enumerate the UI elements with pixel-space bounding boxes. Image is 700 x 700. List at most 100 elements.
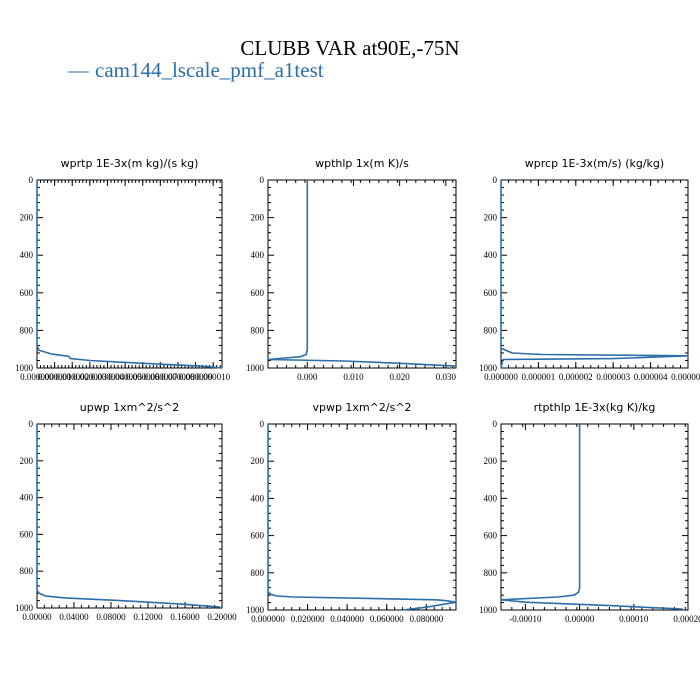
- series-line: [267, 424, 457, 611]
- y-tick-label: 0: [29, 419, 34, 429]
- x-tick-label: 0.000009: [179, 372, 213, 382]
- y-tick-label: 400: [251, 250, 265, 260]
- y-tick-label: 600: [20, 529, 34, 539]
- chart-panel: rtpthlp 1E-3x(kg K)/kg 0 200 400 600 800 1000 -…: [479, 401, 700, 624]
- panel-title: upwp 1xm^2/s^2: [80, 401, 180, 414]
- x-tick-label: 0.000008: [161, 372, 195, 382]
- y-tick-label: 600: [484, 531, 498, 541]
- x-tick-label: 0.010: [343, 372, 364, 382]
- panel-title: rtpthlp 1E-3x(kg K)/kg: [534, 401, 656, 414]
- x-tick-label: 0.00020: [673, 614, 700, 624]
- x-tick-label: 0.12000: [133, 612, 163, 622]
- x-tick-label: 0.20000: [207, 612, 237, 622]
- y-tick-label: 400: [20, 250, 34, 260]
- y-tick-label: 400: [484, 493, 498, 503]
- panel-title: wprtp 1E-3x(m kg)/(s kg): [61, 157, 199, 170]
- panel-title: wprcp 1E-3x(m/s) (kg/kg): [525, 157, 664, 170]
- y-tick-label: 1000: [246, 605, 265, 615]
- x-tick-label: 0.00000: [565, 614, 595, 624]
- x-tick-label: 0.000002: [559, 372, 593, 382]
- chart-panel: wprcp 1E-3x(m/s) (kg/kg) 0 200 400 600 800 100…: [479, 157, 700, 382]
- y-tick-label: 1000: [479, 605, 498, 615]
- y-tick-label: 1000: [15, 363, 34, 373]
- series-line: [500, 424, 683, 610]
- x-tick-label: 0.000005: [671, 372, 700, 382]
- y-tick-label: 400: [484, 250, 498, 260]
- figure-title: CLUBB VAR at90E,-75N: [240, 36, 460, 60]
- plot-frame: [36, 423, 223, 609]
- y-tick-label: 800: [484, 568, 498, 578]
- x-tick-label: 0.000000: [20, 372, 54, 382]
- y-tick-label: 0: [260, 419, 265, 429]
- series-line: [36, 424, 221, 608]
- x-tick-label: 0.000006: [126, 372, 160, 382]
- x-tick-label: 0.020: [390, 372, 411, 382]
- y-tick-label: 400: [251, 493, 265, 503]
- y-tick-label: 800: [251, 568, 265, 578]
- panel-title: wpthlp 1x(m K)/s: [315, 157, 409, 170]
- y-tick-label: 200: [484, 213, 498, 223]
- y-tick-label: 0: [260, 175, 265, 185]
- legend-line-swatch: —: [68, 58, 89, 82]
- chart-panel: wpthlp 1x(m K)/s 0 200 400 600 800 1000 0.000 0.…: [246, 157, 457, 382]
- y-tick-label: 0: [29, 175, 34, 185]
- x-tick-label: 0.00010: [619, 614, 649, 624]
- y-tick-label: 600: [251, 288, 265, 298]
- plot-frame: [267, 179, 457, 369]
- x-tick-label: 0.000000: [484, 372, 518, 382]
- x-tick-label: 0.04000: [59, 612, 89, 622]
- y-tick-label: 800: [20, 325, 34, 335]
- y-tick-label: 1000: [246, 363, 265, 373]
- x-tick-label: -0.00010: [509, 614, 542, 624]
- y-tick-label: 600: [484, 288, 498, 298]
- y-tick-label: 200: [20, 456, 34, 466]
- chart-panel: wprtp 1E-3x(m kg)/(s kg) 0 200 400 600 800 100…: [15, 157, 231, 382]
- y-tick-label: 1000: [15, 603, 34, 613]
- legend-label: cam144_lscale_pmf_a1test: [95, 58, 324, 82]
- x-tick-label: 0.080000: [409, 614, 443, 624]
- y-tick-label: 1000: [479, 363, 498, 373]
- series-line: [500, 180, 689, 369]
- x-tick-label: 0.000001: [522, 372, 556, 382]
- y-tick-label: 200: [484, 456, 498, 466]
- legend: — cam144_lscale_pmf_a1test: [68, 58, 324, 83]
- x-tick-label: 0.000002: [55, 372, 89, 382]
- x-tick-label: 0.000005: [108, 372, 142, 382]
- x-tick-label: 0.000010: [196, 372, 230, 382]
- y-tick-label: 200: [251, 456, 265, 466]
- x-tick-label: 0.16000: [170, 612, 200, 622]
- panel-title: vpwp 1xm^2/s^2: [312, 401, 411, 414]
- plot-frame: [500, 423, 689, 611]
- series-line: [267, 180, 457, 367]
- y-tick-label: 0: [493, 419, 498, 429]
- x-tick-label: 0.00000: [22, 612, 52, 622]
- y-tick-label: 800: [251, 325, 265, 335]
- y-tick-label: 600: [20, 288, 34, 298]
- x-tick-label: 0.08000: [96, 612, 126, 622]
- x-tick-label: 0.000: [297, 372, 318, 382]
- plot-frame: [500, 179, 689, 369]
- x-tick-label: 0.000003: [596, 372, 630, 382]
- x-tick-label: 0.000001: [38, 372, 72, 382]
- x-tick-label: 0.060000: [370, 614, 404, 624]
- x-tick-label: 0.000004: [91, 372, 125, 382]
- plot-frame: [36, 179, 223, 369]
- x-tick-label: 0.000007: [143, 372, 177, 382]
- plot-frame: [267, 423, 457, 611]
- x-tick-label: 0.040000: [330, 614, 364, 624]
- y-tick-label: 400: [20, 493, 34, 503]
- y-tick-label: 0: [493, 175, 498, 185]
- x-tick-label: 0.000003: [73, 372, 107, 382]
- y-tick-label: 800: [484, 325, 498, 335]
- y-tick-label: 200: [20, 213, 34, 223]
- x-tick-label: 0.000000: [251, 614, 285, 624]
- x-tick-label: 0.030: [436, 372, 457, 382]
- y-tick-label: 800: [20, 566, 34, 576]
- x-tick-label: 0.020000: [291, 614, 325, 624]
- y-tick-label: 600: [251, 531, 265, 541]
- series-line: [36, 180, 223, 369]
